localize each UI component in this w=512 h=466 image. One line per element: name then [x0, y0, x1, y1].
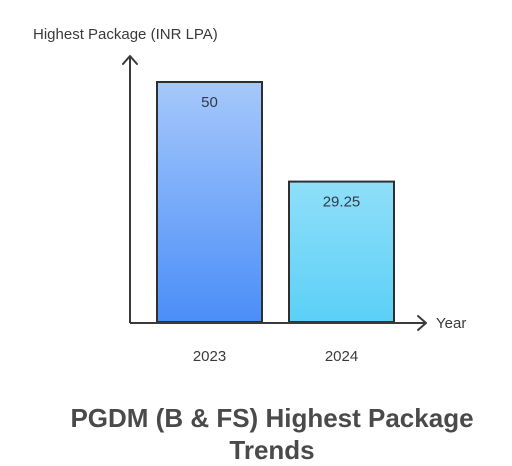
- x-tick-label: 2024: [325, 348, 358, 365]
- bar-2024: [288, 180, 395, 323]
- x-axis-title: Year: [436, 315, 466, 332]
- chart-title: PGDM (B & FS) Highest Package Trends: [70, 403, 473, 465]
- chart-title-line-2: Trends: [229, 435, 314, 465]
- bars-layer: 50 29.25: [156, 81, 395, 323]
- bar-value-label: 29.25: [323, 194, 361, 211]
- x-tick-label: 2023: [193, 348, 226, 365]
- x-tick-labels: 2023 2024: [193, 348, 358, 365]
- y-axis-arrow-icon: [122, 55, 138, 65]
- chart-title-line-1: PGDM (B & FS) Highest Package: [70, 403, 473, 433]
- y-axis-title: Highest Package (INR LPA): [33, 26, 218, 43]
- bar-value-label: 50: [201, 94, 218, 111]
- x-axis-arrow-icon: [417, 315, 427, 331]
- bar-2023: [156, 81, 263, 323]
- axes: [122, 55, 427, 331]
